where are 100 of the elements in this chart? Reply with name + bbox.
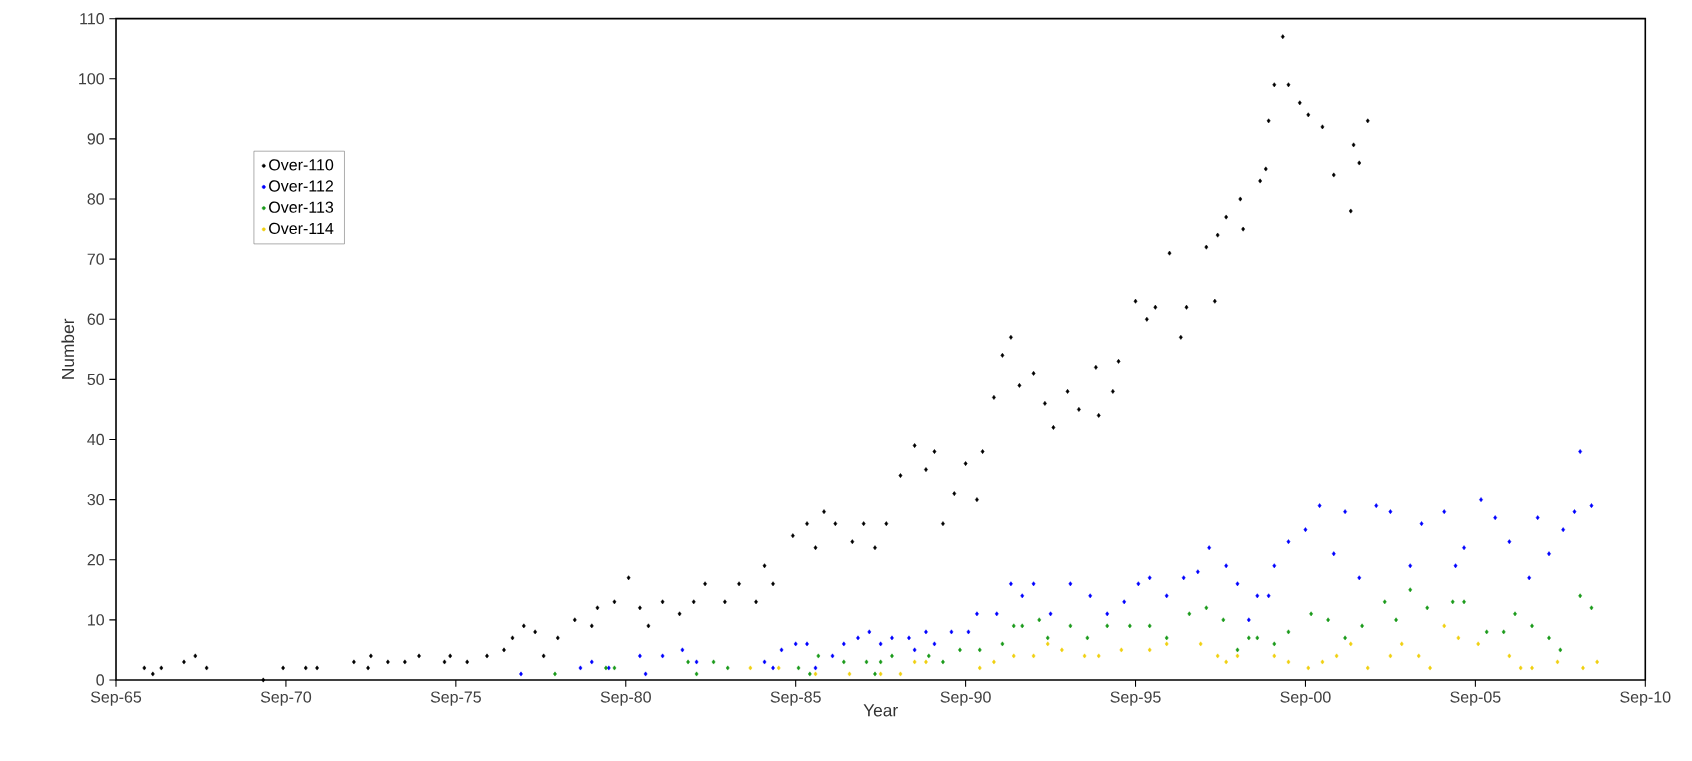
point: [748, 665, 753, 671]
point: [1501, 629, 1506, 635]
point: [725, 665, 730, 671]
y-tick-label: 50: [87, 373, 105, 385]
point: [711, 659, 716, 665]
point: [1060, 647, 1064, 653]
y-tick-label: 70: [87, 253, 105, 265]
y-tick-label: 20: [87, 553, 105, 566]
point: [1408, 587, 1413, 593]
point: [1326, 617, 1330, 623]
point: [1442, 623, 1447, 629]
point: [776, 665, 781, 671]
point: [1530, 623, 1534, 629]
x-tick-label: Sep-70: [260, 691, 312, 706]
x-tick-label: Sep-90: [940, 691, 991, 706]
point: [1581, 665, 1585, 671]
point: [1286, 629, 1291, 635]
x-tick-label: Sep-75: [430, 691, 481, 706]
point: [1578, 593, 1583, 599]
point: [890, 653, 894, 659]
x-tick-label: Sep-80: [600, 691, 651, 706]
point: [1555, 659, 1560, 665]
point: [1507, 653, 1512, 659]
point: [924, 659, 928, 665]
point: [1382, 599, 1387, 605]
point: [1215, 653, 1220, 659]
y-tick-label: 40: [87, 433, 105, 446]
point: [1518, 665, 1523, 671]
point: [694, 671, 699, 677]
point: [1348, 641, 1353, 647]
point: [977, 665, 982, 671]
point: [1187, 611, 1192, 617]
point: [941, 659, 945, 665]
y-tick-label: 80: [87, 193, 105, 205]
point: [1394, 617, 1398, 623]
point: [1425, 605, 1430, 611]
point: [1068, 623, 1073, 629]
point: [992, 659, 996, 665]
point: [1334, 653, 1339, 659]
point: [1456, 635, 1461, 641]
point: [847, 671, 852, 677]
point: [977, 647, 982, 653]
point: [1246, 635, 1251, 641]
y-tick-label: 110: [80, 12, 105, 25]
point: [1128, 623, 1132, 629]
point: [1147, 647, 1152, 653]
y-tick-label: 10: [88, 614, 105, 626]
point: [1547, 635, 1551, 641]
point: [813, 671, 818, 677]
point: [1272, 653, 1277, 659]
point: [1164, 641, 1169, 647]
point: [1309, 611, 1313, 617]
point: [1164, 635, 1169, 641]
point: [1462, 599, 1466, 605]
point: [912, 659, 917, 665]
y-tick-label: 90: [87, 133, 105, 145]
x-tick-label: Sep-85: [770, 691, 821, 706]
point: [1399, 641, 1404, 647]
point: [612, 665, 617, 671]
point: [1224, 659, 1229, 665]
point: [864, 659, 869, 665]
point: [1589, 605, 1594, 611]
point: [1096, 653, 1101, 659]
point: [1428, 665, 1432, 671]
point: [1558, 647, 1563, 653]
point: [686, 659, 690, 665]
point: [553, 671, 557, 677]
point: [898, 671, 903, 677]
x-tick-label: Sep-10: [1620, 691, 1671, 706]
point: [1011, 623, 1016, 629]
point: [1360, 623, 1364, 629]
point: [807, 671, 812, 677]
point: [878, 671, 883, 677]
point: [1198, 641, 1203, 647]
point: [926, 653, 931, 659]
legend-label: Over-112: [269, 180, 334, 192]
point: [1235, 653, 1240, 659]
legend-label: Over-113: [269, 201, 334, 213]
point: [1484, 629, 1489, 635]
point: [1476, 641, 1481, 647]
point: [1031, 653, 1036, 659]
point: [1119, 647, 1124, 653]
y-tick-label: 0: [96, 674, 105, 686]
point: [1147, 623, 1152, 629]
point: [1255, 635, 1260, 641]
point: [1045, 635, 1050, 641]
point: [1513, 611, 1517, 617]
point: [1320, 659, 1325, 665]
point: [878, 659, 883, 665]
legend-label: Over-110: [269, 159, 334, 171]
y-tick-label: 100: [79, 72, 105, 85]
point: [1045, 641, 1050, 647]
x-tick-label: Sep-05: [1450, 691, 1501, 706]
point: [1306, 665, 1311, 671]
point: [1343, 635, 1347, 641]
point: [958, 647, 962, 653]
x-tick-label: Sep-95: [1110, 691, 1161, 706]
point: [1235, 647, 1240, 653]
point: [1020, 623, 1025, 629]
point: [1085, 635, 1090, 641]
